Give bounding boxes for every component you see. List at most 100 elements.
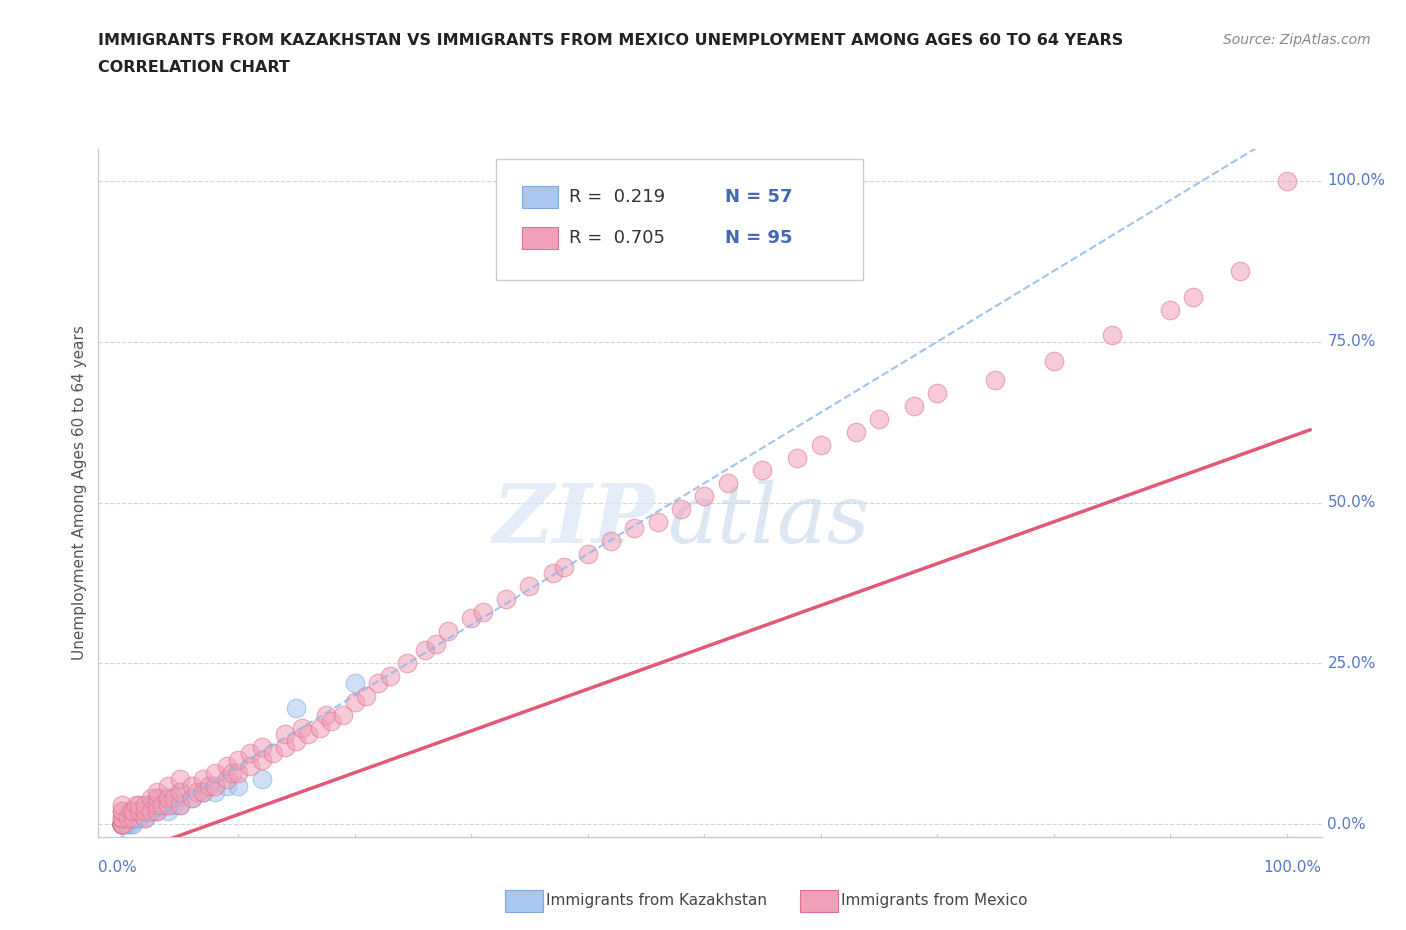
Point [250, 752, 273, 767]
Point [111, 817, 134, 831]
Point [343, 695, 366, 710]
Point [262, 746, 284, 761]
Point [193, 785, 215, 800]
Point [495, 591, 517, 606]
Point [291, 720, 314, 735]
Point [226, 778, 249, 793]
Point [111, 817, 134, 831]
Point [186, 785, 208, 800]
Point [716, 476, 738, 491]
Point [134, 810, 156, 825]
Point [1229, 263, 1251, 278]
Point [134, 804, 156, 818]
Point [226, 765, 249, 780]
Point [111, 817, 134, 831]
Point [139, 804, 162, 818]
Point [139, 797, 162, 812]
Point [111, 817, 134, 831]
Text: Source: ZipAtlas.com: Source: ZipAtlas.com [1223, 33, 1371, 46]
Point [111, 817, 134, 831]
Text: CORRELATION CHART: CORRELATION CHART [98, 60, 290, 75]
Point [169, 785, 191, 800]
Point [111, 817, 134, 831]
Text: 0.0%: 0.0% [1327, 817, 1367, 831]
Point [903, 399, 925, 414]
Point [111, 817, 134, 831]
Point [120, 817, 142, 831]
Point [152, 797, 174, 812]
Point [139, 791, 162, 806]
Point [111, 797, 134, 812]
Point [576, 547, 599, 562]
Point [308, 720, 330, 735]
Text: 0.0%: 0.0% [98, 859, 138, 874]
FancyBboxPatch shape [522, 186, 558, 208]
Text: ZIP: ZIP [492, 481, 655, 561]
Point [239, 746, 262, 761]
Point [111, 817, 134, 831]
Point [122, 810, 145, 825]
Point [810, 437, 832, 452]
Point [111, 817, 134, 831]
Point [157, 791, 180, 806]
Point [111, 817, 134, 831]
Point [169, 797, 191, 812]
Point [356, 688, 378, 703]
Point [274, 739, 297, 754]
Point [297, 726, 319, 741]
Point [198, 778, 221, 793]
Text: N = 95: N = 95 [724, 230, 792, 247]
Point [122, 817, 145, 831]
Point [111, 817, 134, 831]
Point [145, 804, 167, 818]
Point [111, 817, 134, 831]
Point [239, 759, 262, 774]
Point [157, 797, 180, 812]
Text: atlas: atlas [668, 481, 869, 561]
Point [120, 804, 142, 818]
Point [786, 450, 808, 465]
Point [413, 643, 436, 658]
Point [111, 817, 134, 831]
Point [111, 810, 134, 825]
Point [122, 804, 145, 818]
Point [134, 804, 156, 818]
Point [541, 565, 564, 580]
Text: IMMIGRANTS FROM KAZAKHSTAN VS IMMIGRANTS FROM MEXICO UNEMPLOYMENT AMONG AGES 60 : IMMIGRANTS FROM KAZAKHSTAN VS IMMIGRANTS… [98, 33, 1123, 47]
FancyBboxPatch shape [496, 159, 863, 280]
Point [215, 772, 238, 787]
Point [111, 817, 134, 831]
Point [425, 637, 447, 652]
Point [128, 810, 150, 825]
Point [321, 714, 343, 729]
Point [152, 797, 174, 812]
Point [1182, 289, 1205, 304]
Point [169, 797, 191, 812]
Point [180, 778, 202, 793]
Point [111, 817, 134, 831]
Point [367, 675, 389, 690]
Point [169, 785, 191, 800]
Point [111, 817, 134, 831]
Point [122, 810, 145, 825]
Point [471, 604, 494, 619]
Point [157, 804, 180, 818]
FancyBboxPatch shape [522, 227, 558, 249]
Point [111, 804, 134, 818]
Point [111, 817, 134, 831]
Point [460, 611, 482, 626]
Point [600, 534, 623, 549]
Text: R =  0.705: R = 0.705 [569, 230, 665, 247]
Point [117, 810, 139, 825]
Point [285, 701, 308, 716]
Text: Immigrants from Mexico: Immigrants from Mexico [841, 893, 1028, 908]
Point [332, 708, 354, 723]
Point [111, 817, 134, 831]
Point [111, 817, 134, 831]
Point [134, 797, 156, 812]
Point [215, 759, 238, 774]
Point [122, 804, 145, 818]
Text: Immigrants from Kazakhstan: Immigrants from Kazakhstan [546, 893, 766, 908]
Point [163, 797, 186, 812]
Text: N = 57: N = 57 [724, 188, 792, 206]
